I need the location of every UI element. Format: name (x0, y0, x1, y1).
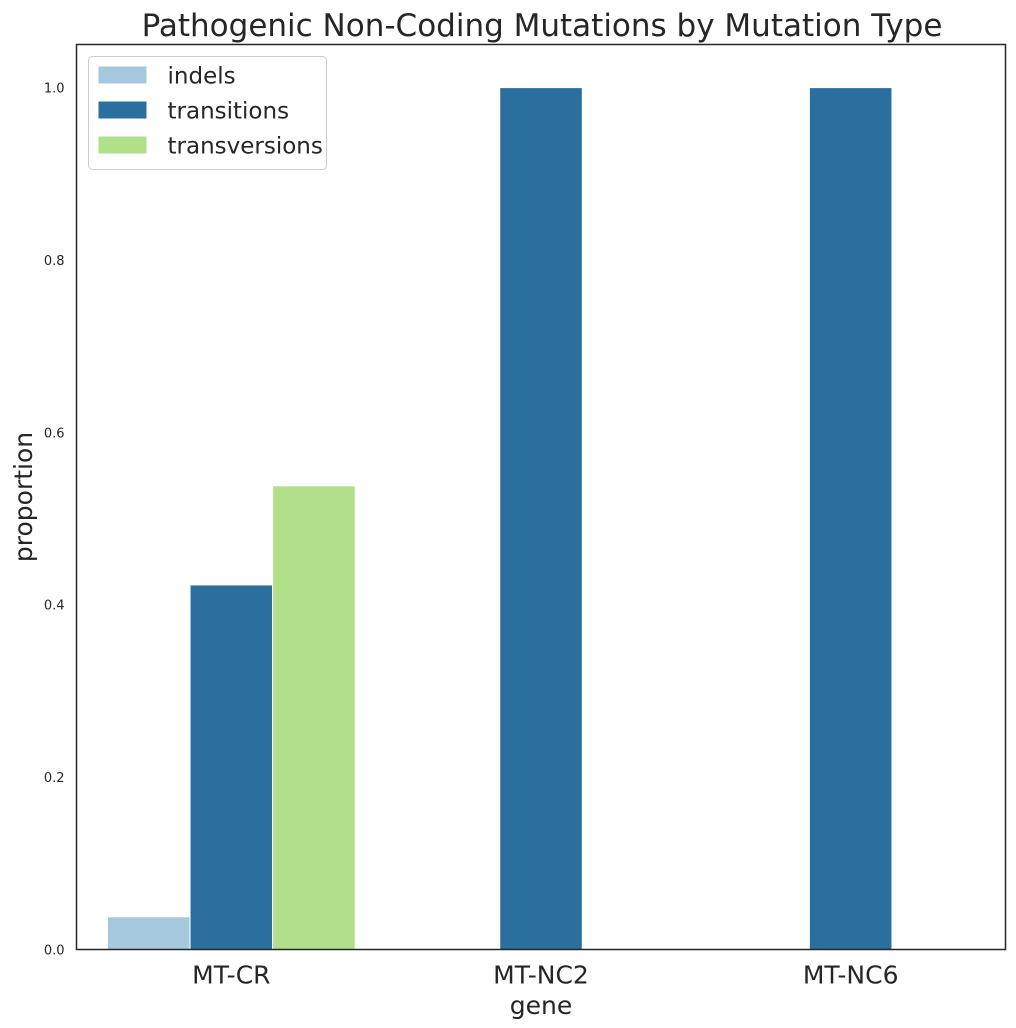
bar-transitions-mt-cr (189, 584, 274, 951)
y-tick-label: 0.2 (44, 771, 65, 786)
x-tick-label: MT-NC6 (803, 961, 899, 990)
y-tick-label: 0.6 (44, 426, 65, 441)
y-tick-label: 0.8 (44, 254, 65, 269)
y-axis-label: proportion (9, 432, 38, 562)
legend: indels transitions transversions (88, 56, 327, 170)
x-tick-label: MT-NC2 (493, 961, 589, 990)
legend-label-transversions: transversions (168, 134, 323, 160)
legend-swatch-transitions (98, 101, 147, 119)
legend-box (88, 56, 327, 170)
bar-transitions-mt-nc6 (808, 87, 893, 951)
bar-transversions-mt-cr (272, 485, 356, 950)
chart-title: Pathogenic Non-Coding Mutations by Mutat… (142, 8, 943, 44)
legend-label-transitions: transitions (168, 99, 290, 125)
x-axis-label: gene (510, 991, 572, 1020)
y-tick-label: 1.0 (44, 82, 65, 97)
bar-transitions-mt-nc2 (499, 87, 583, 951)
plot-frame (75, 43, 1007, 951)
bar-indels-mt-cr (106, 916, 191, 950)
legend-swatch-transversions (98, 136, 147, 154)
y-tick-label: 0.0 (44, 944, 65, 959)
x-tick-label: MT-CR (192, 961, 270, 990)
y-tick-label: 0.4 (44, 599, 65, 614)
plot-area: 0.0 0.2 0.4 0.6 0.8 1.0 MT-CR MT-NC2 MT-NC6 (44, 82, 899, 990)
legend-label-indels: indels (168, 64, 236, 90)
legend-swatch-indels (98, 66, 147, 84)
